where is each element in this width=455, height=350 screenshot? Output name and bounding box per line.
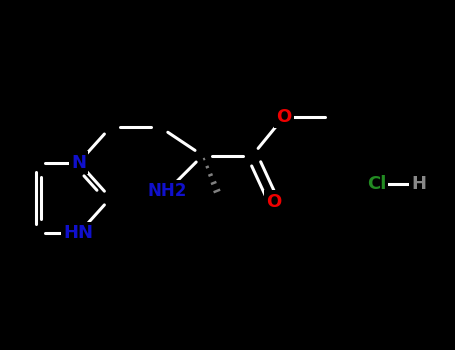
Text: NH2: NH2 [147, 182, 187, 200]
Text: O: O [266, 193, 281, 211]
Text: HN: HN [64, 224, 94, 243]
Text: O: O [277, 107, 292, 126]
Text: Cl: Cl [367, 175, 386, 193]
Text: N: N [71, 154, 86, 172]
Text: H: H [411, 175, 426, 193]
